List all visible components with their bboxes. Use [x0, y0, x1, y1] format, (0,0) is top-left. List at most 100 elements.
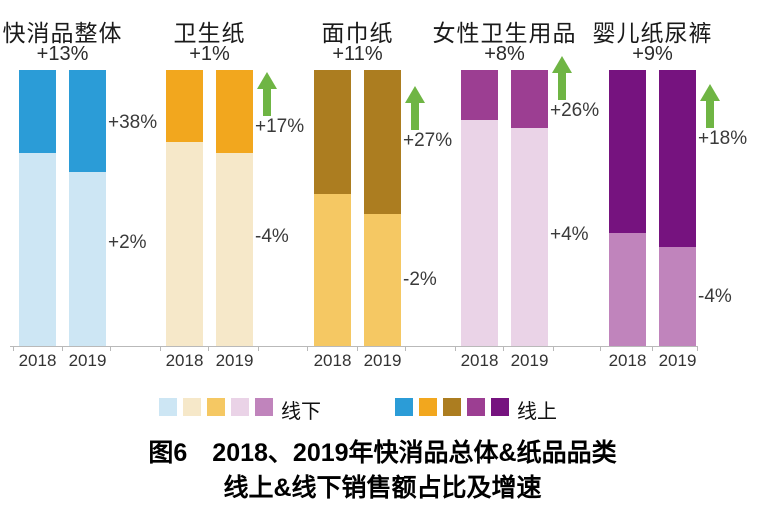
bar-2019 — [511, 70, 548, 346]
bar-segment-offline — [461, 120, 498, 346]
bar-segment-offline — [216, 153, 253, 346]
bar-segment-online — [659, 70, 696, 247]
x-axis-tick — [697, 346, 698, 351]
bar-segment-offline — [69, 172, 106, 346]
legend-offline-label: 线下 — [281, 401, 321, 423]
category-total-growth: +1% — [189, 43, 230, 65]
growth-up-arrow-icon — [257, 72, 277, 116]
online-growth-label: +18% — [698, 128, 748, 149]
year-tick-label: 2018 — [608, 351, 647, 370]
year-tick-label: 2019 — [510, 351, 549, 370]
legend-offline-swatches — [159, 398, 279, 421]
x-axis-tick — [652, 346, 653, 351]
legend-swatch-online — [467, 398, 485, 416]
x-axis-line — [10, 346, 698, 347]
bar-segment-online — [461, 70, 498, 120]
legend-swatch-offline — [183, 398, 201, 416]
bar-segment-offline — [511, 128, 548, 346]
offline-growth-label: +4% — [550, 224, 589, 245]
category-label: 面巾纸 — [321, 20, 394, 46]
online-growth-label: +38% — [108, 112, 158, 133]
bar-segment-offline — [364, 214, 401, 346]
legend-swatch-online — [419, 398, 437, 416]
bar-2019 — [216, 70, 253, 346]
legend-swatch-offline — [207, 398, 225, 416]
offline-growth-label: +2% — [108, 232, 147, 253]
bar-2019 — [364, 70, 401, 346]
year-tick-label: 2019 — [215, 351, 254, 370]
caption: 图6 2018、2019年快消品总体&纸品品类 线上&线下销售额占比及增速 — [0, 436, 765, 506]
bar-segment-offline — [19, 153, 56, 346]
category-label: 婴儿纸尿裤 — [592, 20, 713, 46]
x-axis-tick — [13, 346, 14, 351]
x-axis-tick — [62, 346, 63, 351]
caption-line-1: 图6 2018、2019年快消品总体&纸品品类 — [148, 439, 617, 467]
bar-segment-online — [166, 70, 203, 142]
legend-online: 线上 — [395, 398, 557, 423]
legend-swatch-offline — [159, 398, 177, 416]
growth-up-arrow-icon — [405, 86, 425, 130]
x-axis-tick — [160, 346, 161, 351]
x-axis-tick — [503, 346, 504, 351]
bar-2018 — [609, 70, 646, 346]
legend-swatch-online — [395, 398, 413, 416]
growth-up-arrow-icon — [700, 84, 720, 128]
caption-line-2: 线上&线下销售额占比及增速 — [223, 474, 542, 502]
bar-segment-offline — [609, 233, 646, 346]
offline-growth-label: -4% — [698, 286, 732, 307]
legend-swatch-online — [491, 398, 509, 416]
x-axis-tick — [553, 346, 554, 351]
category-total-growth: +13% — [36, 43, 89, 65]
category-label: 女性卫生用品 — [432, 20, 577, 46]
bar-segment-online — [511, 70, 548, 128]
legend-offline: 线下 — [159, 398, 321, 423]
bar-2018 — [314, 70, 351, 346]
legend-online-label: 线上 — [517, 401, 557, 423]
x-axis-tick — [307, 346, 308, 351]
year-tick-label: 2018 — [313, 351, 352, 370]
x-axis-tick — [357, 346, 358, 351]
category-label: 快消品整体 — [2, 20, 123, 46]
bar-segment-online — [364, 70, 401, 214]
legend-swatch-offline — [255, 398, 273, 416]
x-axis-tick — [600, 346, 601, 351]
legend-swatch-offline — [231, 398, 249, 416]
year-tick-label: 2019 — [658, 351, 697, 370]
bar-2019 — [69, 70, 106, 346]
bar-segment-offline — [314, 194, 351, 346]
year-tick-label: 2018 — [165, 351, 204, 370]
bar-segment-online — [609, 70, 646, 233]
category-total-growth: +9% — [632, 43, 673, 65]
year-tick-label: 2018 — [18, 351, 57, 370]
x-axis-tick — [405, 346, 406, 351]
x-axis-tick — [258, 346, 259, 351]
bar-segment-offline — [659, 247, 696, 346]
bar-2018 — [19, 70, 56, 346]
bar-2019 — [659, 70, 696, 346]
bar-segment-online — [314, 70, 351, 194]
year-tick-label: 2019 — [363, 351, 402, 370]
bar-2018 — [461, 70, 498, 346]
x-axis-tick — [110, 346, 111, 351]
online-growth-label: +17% — [255, 116, 305, 137]
category-label: 卫生纸 — [173, 20, 246, 46]
bar-2018 — [166, 70, 203, 346]
online-growth-label: +26% — [550, 100, 600, 121]
bar-segment-online — [19, 70, 56, 153]
bar-segment-offline — [166, 142, 203, 346]
legend-online-swatches — [395, 398, 515, 421]
category-total-growth: +11% — [332, 43, 383, 65]
bar-segment-online — [216, 70, 253, 153]
bar-segment-online — [69, 70, 106, 172]
offline-growth-label: -4% — [255, 226, 289, 247]
legend-swatch-online — [443, 398, 461, 416]
online-growth-label: +27% — [403, 130, 453, 151]
growth-up-arrow-icon — [552, 56, 572, 100]
x-axis-tick — [455, 346, 456, 351]
year-tick-label: 2019 — [68, 351, 107, 370]
offline-growth-label: -2% — [403, 269, 437, 290]
year-tick-label: 2018 — [460, 351, 499, 370]
category-total-growth: +8% — [484, 43, 525, 65]
x-axis-tick — [208, 346, 209, 351]
